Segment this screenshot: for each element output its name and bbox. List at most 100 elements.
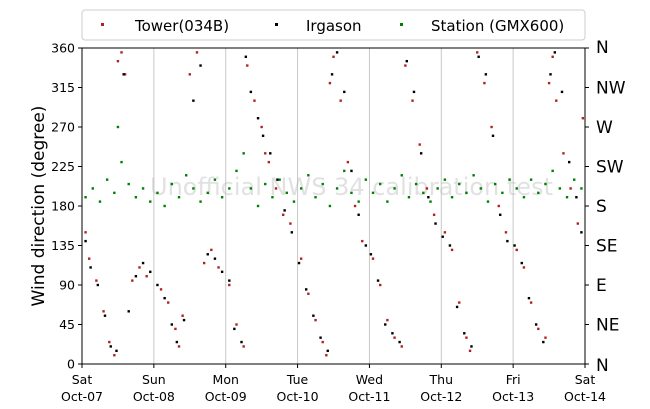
x-tick-date-label: Oct-09 bbox=[205, 389, 247, 404]
data-point-series-2 bbox=[177, 196, 181, 199]
data-point-series-2 bbox=[357, 200, 360, 203]
direction-label: N bbox=[596, 38, 609, 58]
data-point-series-1 bbox=[213, 257, 217, 260]
data-point-series-0 bbox=[195, 51, 199, 54]
data-point-series-1 bbox=[304, 288, 308, 291]
data-point-series-2 bbox=[213, 178, 217, 181]
legend-marker-station bbox=[400, 23, 403, 26]
data-point-series-1 bbox=[206, 253, 209, 256]
data-point-series-2 bbox=[113, 191, 116, 195]
data-point-series-1 bbox=[199, 64, 202, 67]
data-point-series-0 bbox=[264, 152, 267, 155]
data-point-series-0 bbox=[174, 327, 177, 331]
data-point-series-1 bbox=[520, 261, 523, 265]
direction-label: S bbox=[596, 197, 607, 217]
data-point-series-0 bbox=[393, 336, 396, 339]
data-point-series-0 bbox=[260, 125, 263, 129]
data-point-series-0 bbox=[547, 81, 551, 85]
data-point-series-0 bbox=[418, 143, 421, 146]
data-point-series-0 bbox=[346, 160, 350, 164]
data-point-series-0 bbox=[551, 55, 554, 58]
data-point-series-0 bbox=[267, 160, 271, 164]
data-point-series-1 bbox=[560, 90, 564, 94]
data-point-series-1 bbox=[484, 73, 488, 76]
data-point-series-0 bbox=[404, 64, 407, 67]
data-point-series-2 bbox=[84, 196, 87, 199]
data-point-series-0 bbox=[159, 288, 163, 291]
data-point-series-2 bbox=[299, 187, 303, 190]
data-point-series-2 bbox=[436, 187, 439, 190]
data-point-series-2 bbox=[199, 200, 202, 203]
data-point-series-1 bbox=[412, 90, 416, 94]
x-tick-date-label: Oct-08 bbox=[133, 389, 175, 404]
data-point-series-0 bbox=[102, 310, 105, 313]
data-point-series-1 bbox=[220, 270, 224, 274]
data-point-series-0 bbox=[299, 257, 303, 260]
data-point-series-0 bbox=[465, 336, 468, 339]
data-point-series-0 bbox=[210, 248, 213, 252]
y-tick-label: 90 bbox=[59, 278, 75, 293]
data-points bbox=[84, 51, 585, 357]
data-point-series-1 bbox=[513, 244, 516, 247]
data-point-series-1 bbox=[244, 55, 248, 58]
data-point-series-2 bbox=[335, 187, 339, 190]
data-point-series-2 bbox=[228, 187, 231, 190]
data-point-series-0 bbox=[411, 99, 414, 102]
data-point-series-2 bbox=[493, 182, 497, 186]
data-point-series-0 bbox=[145, 275, 148, 278]
data-point-series-2 bbox=[98, 200, 102, 203]
data-point-series-2 bbox=[127, 182, 130, 186]
data-point-series-2 bbox=[422, 191, 425, 195]
data-point-series-1 bbox=[276, 178, 279, 181]
data-point-series-1 bbox=[319, 336, 322, 339]
data-point-series-2 bbox=[343, 169, 346, 173]
data-point-series-0 bbox=[87, 257, 91, 260]
data-point-series-1 bbox=[163, 296, 166, 300]
data-point-series-0 bbox=[581, 117, 585, 120]
x-tick-day-label: Wed bbox=[356, 372, 383, 387]
y-tick-label: 360 bbox=[51, 41, 75, 56]
data-point-series-2 bbox=[314, 196, 317, 199]
y-axis-label: Wind direction (degree) bbox=[29, 106, 49, 307]
data-point-series-0 bbox=[490, 125, 493, 129]
data-point-series-1 bbox=[575, 196, 578, 199]
data-point-series-1 bbox=[477, 55, 480, 58]
direction-label: SW bbox=[596, 158, 624, 178]
data-point-series-1 bbox=[326, 349, 329, 353]
data-point-series-2 bbox=[400, 174, 403, 177]
y-tick-label: 45 bbox=[59, 317, 75, 332]
data-point-series-0 bbox=[555, 99, 558, 102]
data-point-series-2 bbox=[529, 178, 533, 181]
data-point-series-1 bbox=[297, 261, 301, 265]
data-point-series-1 bbox=[335, 51, 339, 54]
data-point-series-2 bbox=[91, 187, 94, 190]
data-point-series-0 bbox=[371, 257, 375, 260]
data-point-series-1 bbox=[122, 73, 125, 76]
data-point-series-0 bbox=[188, 73, 191, 76]
data-point-series-1 bbox=[534, 323, 538, 326]
data-point-series-1 bbox=[391, 332, 394, 335]
data-point-series-2 bbox=[321, 182, 324, 186]
data-point-series-2 bbox=[364, 178, 368, 181]
data-point-series-0 bbox=[544, 336, 547, 339]
data-point-series-1 bbox=[455, 305, 459, 309]
data-point-series-0 bbox=[289, 222, 292, 225]
direction-label: SE bbox=[596, 237, 618, 257]
data-point-series-0 bbox=[432, 213, 436, 216]
data-point-series-2 bbox=[565, 196, 569, 199]
data-point-series-2 bbox=[192, 187, 195, 190]
data-point-series-0 bbox=[504, 231, 508, 234]
data-point-series-0 bbox=[450, 248, 454, 252]
data-point-series-1 bbox=[376, 279, 380, 282]
data-point-series-1 bbox=[312, 314, 315, 317]
data-point-series-1 bbox=[141, 261, 145, 265]
data-point-series-1 bbox=[283, 209, 286, 212]
data-point-series-1 bbox=[491, 134, 495, 137]
data-point-series-1 bbox=[553, 51, 557, 54]
data-point-series-2 bbox=[450, 196, 454, 199]
data-point-series-1 bbox=[364, 244, 368, 247]
data-point-series-2 bbox=[235, 169, 238, 173]
data-point-series-1 bbox=[290, 231, 294, 234]
legend: Tower(034B) Irgason Station (GMX600) bbox=[81, 9, 586, 41]
data-point-series-2 bbox=[515, 187, 518, 190]
